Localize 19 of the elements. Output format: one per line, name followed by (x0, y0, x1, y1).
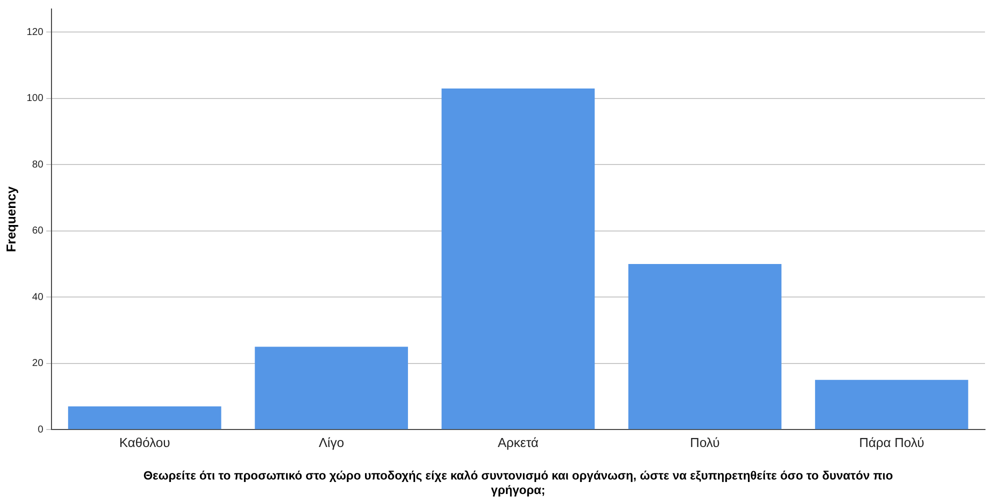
y-tick-label: 0 (38, 424, 44, 436)
bar (254, 346, 408, 430)
x-tick-label: Λίγο (318, 434, 344, 450)
y-axis-title: Frequency (3, 186, 18, 252)
x-tick-label: Πάρα Πολύ (859, 434, 924, 450)
bar (815, 380, 968, 430)
y-tick-label: 100 (26, 93, 44, 104)
x-tick-label: Καθόλου (119, 434, 170, 450)
bar (442, 88, 595, 430)
x-tick-label: Πολύ (690, 434, 720, 450)
y-tick-label: 120 (26, 26, 44, 38)
y-tick-label: 60 (32, 226, 44, 237)
y-tick-label: 80 (32, 159, 44, 170)
x-tick-label: Αρκετά (498, 434, 540, 450)
x-axis-title: Θεωρείτε ότι το προσωπικό στο χώρο υποδοχής είχε καλό συντονισμό και οργάνωση, ώστε να εξυπηρετηθείτε όσο το δυνατόν πιο γρήγορα; (143, 468, 893, 498)
y-tick-label: 20 (32, 358, 44, 370)
bar (628, 264, 782, 430)
y-tick-label: 40 (32, 292, 44, 303)
bar (68, 406, 222, 430)
